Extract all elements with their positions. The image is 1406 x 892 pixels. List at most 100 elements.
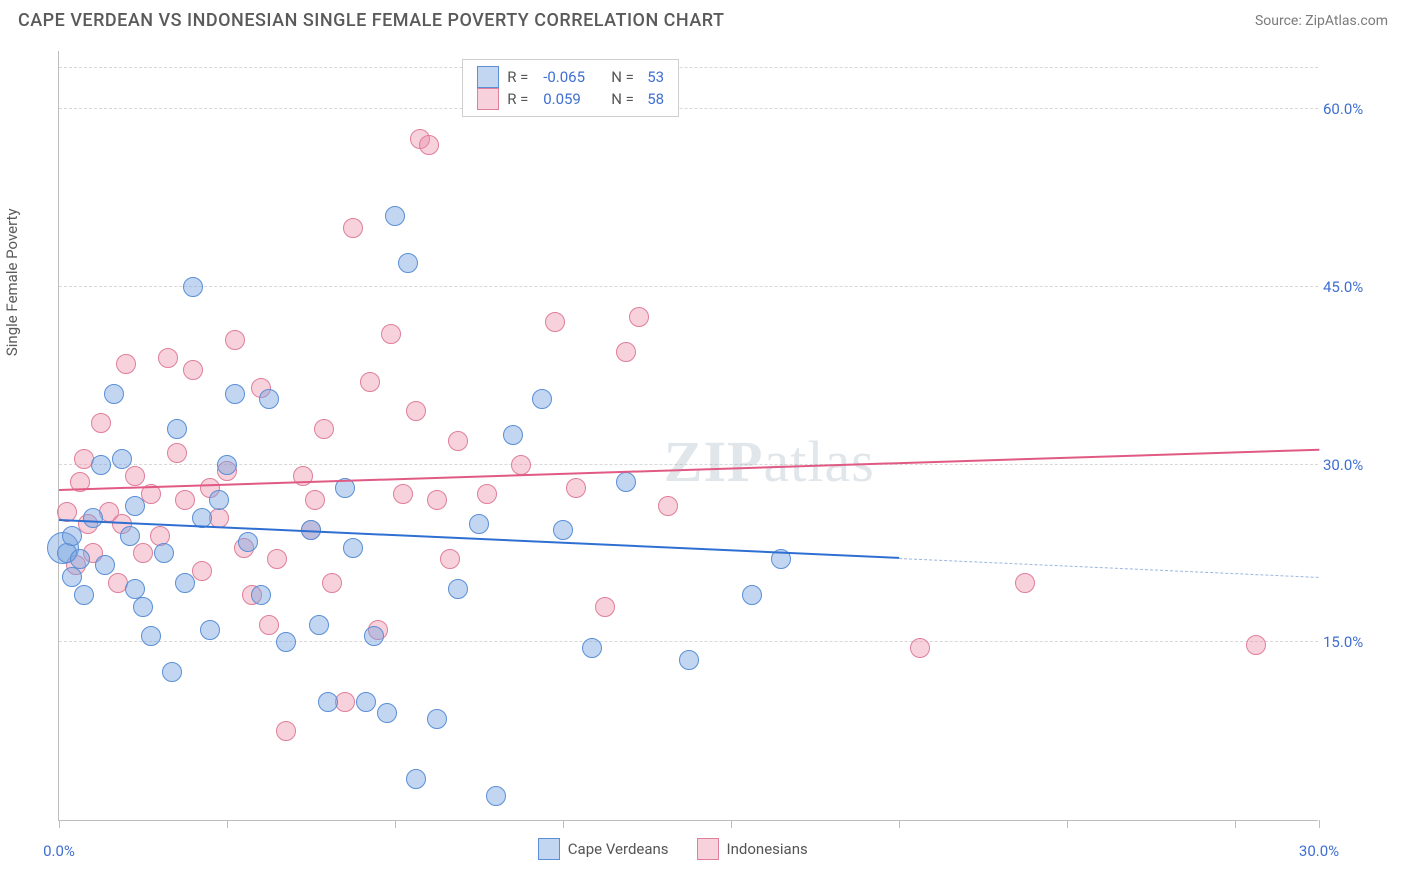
gridline-h [59, 67, 1318, 68]
trendline-b [59, 448, 1319, 490]
x-tick [1067, 820, 1068, 828]
x-tick [395, 820, 396, 828]
scatter-point-a [238, 532, 258, 552]
scatter-point-a [343, 538, 363, 558]
scatter-point-a [125, 496, 145, 516]
watermark: ZIPatlas [664, 428, 875, 495]
x-tick-label: 30.0% [1299, 842, 1339, 860]
scatter-point-b [545, 312, 565, 332]
scatter-point-a [225, 384, 245, 404]
scatter-point-a [62, 567, 82, 587]
scatter-point-b [511, 455, 531, 475]
gridline-h [59, 108, 1318, 109]
scatter-point-b [1015, 573, 1035, 593]
scatter-point-b [1246, 635, 1266, 655]
scatter-point-b [322, 573, 342, 593]
x-tick [59, 820, 60, 828]
x-tick-label: 0.0% [43, 842, 75, 860]
scatter-point-a [70, 549, 90, 569]
scatter-point-a [679, 650, 699, 670]
gridline-h [59, 464, 1318, 465]
scatter-point-b [175, 490, 195, 510]
source-label: Source: ZipAtlas.com [1255, 13, 1388, 29]
scatter-point-a [356, 692, 376, 712]
scatter-point-a [141, 626, 161, 646]
scatter-point-b [305, 490, 325, 510]
scatter-point-b [116, 354, 136, 374]
series-legend: Cape Verdeans Indonesians [538, 838, 808, 860]
scatter-point-b [343, 218, 363, 238]
scatter-point-a [209, 490, 229, 510]
scatter-point-a [167, 419, 187, 439]
y-tick-label: 15.0% [1323, 633, 1378, 651]
scatter-point-a [62, 526, 82, 546]
scatter-point-b [477, 484, 497, 504]
scatter-point-a [133, 597, 153, 617]
x-tick [899, 820, 900, 828]
scatter-point-b [910, 638, 930, 658]
x-tick [1319, 820, 1320, 828]
scatter-point-a [553, 520, 573, 540]
plot-area: 15.0%30.0%45.0%60.0%0.0%30.0%ZIPatlasR =… [58, 51, 1318, 821]
scatter-point-b [314, 419, 334, 439]
scatter-point-b [658, 496, 678, 516]
scatter-point-b [267, 549, 287, 569]
scatter-point-b [259, 615, 279, 635]
x-tick [731, 820, 732, 828]
scatter-point-b [566, 478, 586, 498]
scatter-point-a [120, 526, 140, 546]
gridline-h [59, 286, 1318, 287]
x-tick [227, 820, 228, 828]
x-tick [563, 820, 564, 828]
scatter-point-b [133, 543, 153, 563]
scatter-point-b [381, 324, 401, 344]
scatter-point-b [406, 401, 426, 421]
scatter-point-b [595, 597, 615, 617]
scatter-point-a [406, 769, 426, 789]
scatter-point-a [448, 579, 468, 599]
scatter-point-b [360, 372, 380, 392]
scatter-point-a [175, 573, 195, 593]
scatter-point-a [112, 449, 132, 469]
scatter-point-a [582, 638, 602, 658]
scatter-point-a [377, 703, 397, 723]
scatter-point-b [91, 413, 111, 433]
scatter-point-a [162, 662, 182, 682]
scatter-point-b [448, 431, 468, 451]
scatter-point-a [364, 626, 384, 646]
scatter-point-a [503, 425, 523, 445]
legend-item: Indonesians [697, 838, 808, 860]
scatter-point-b [183, 360, 203, 380]
scatter-point-a [486, 786, 506, 806]
scatter-point-a [104, 384, 124, 404]
scatter-point-a [427, 709, 447, 729]
scatter-point-a [74, 585, 94, 605]
scatter-point-a [532, 389, 552, 409]
stats-legend: R =-0.065N =53R =0.059N =58 [462, 59, 679, 117]
legend-item: Cape Verdeans [538, 838, 669, 860]
scatter-point-b [427, 490, 447, 510]
scatter-point-a [318, 692, 338, 712]
y-tick-label: 45.0% [1323, 278, 1378, 296]
scatter-point-b [192, 561, 212, 581]
scatter-point-a [276, 632, 296, 652]
scatter-point-a [200, 620, 220, 640]
trendline-a-extrap [899, 558, 1319, 578]
chart-title: CAPE VERDEAN VS INDONESIAN SINGLE FEMALE… [18, 10, 725, 31]
y-tick-label: 60.0% [1323, 100, 1378, 118]
scatter-point-b [276, 721, 296, 741]
x-tick [1235, 820, 1236, 828]
scatter-point-a [742, 585, 762, 605]
scatter-point-a [217, 455, 237, 475]
scatter-point-b [440, 549, 460, 569]
scatter-point-a [398, 253, 418, 273]
scatter-point-b [393, 484, 413, 504]
scatter-point-a [154, 543, 174, 563]
gridline-h [59, 641, 1318, 642]
scatter-point-a [95, 555, 115, 575]
scatter-point-b [225, 330, 245, 350]
scatter-point-a [251, 585, 271, 605]
y-tick-label: 30.0% [1323, 456, 1378, 474]
scatter-point-a [259, 389, 279, 409]
scatter-point-b [125, 466, 145, 486]
